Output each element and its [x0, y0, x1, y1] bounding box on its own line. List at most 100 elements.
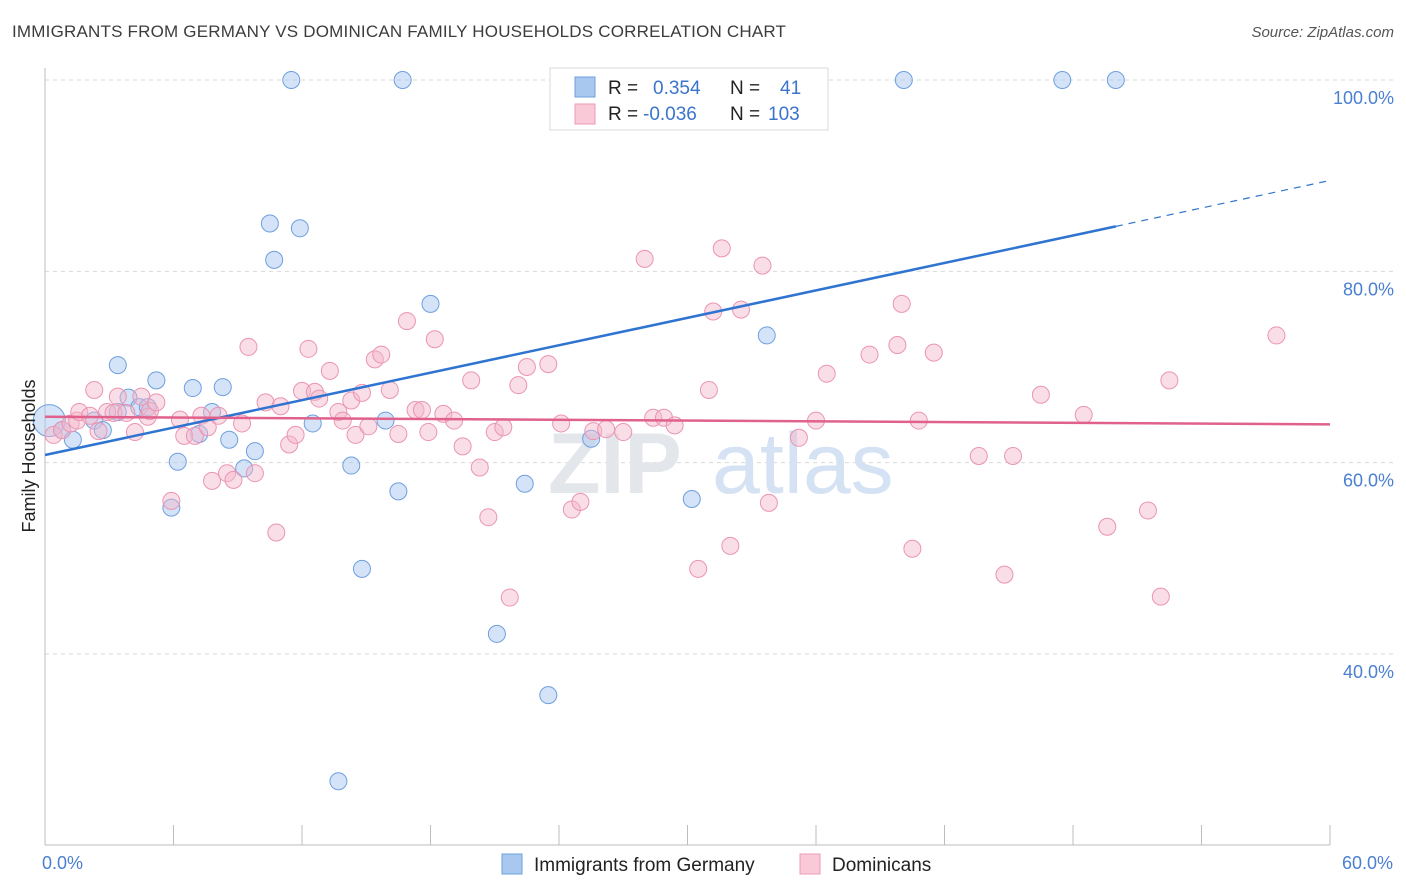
dominicans-point [175, 426, 194, 445]
dominicans-point [635, 249, 654, 268]
dominicans-point [517, 358, 536, 376]
germany-point [894, 71, 913, 89]
dominicans-point [860, 345, 879, 364]
dominicans-point [342, 391, 361, 410]
dominicans-point [789, 428, 808, 447]
dominicans-point [759, 493, 778, 512]
germany-point [168, 452, 187, 471]
dominicans-point [185, 426, 204, 445]
dominicans-point [924, 343, 943, 362]
dominicans-point [44, 425, 63, 444]
tick-labels: 40.0% 60.0% 80.0% 100.0% 0.0% 60.0% [42, 88, 1394, 873]
dominicans-point [462, 371, 481, 390]
dominicans-point [445, 411, 464, 430]
dominicans-point [245, 464, 264, 483]
x-tick-label: 0.0% [42, 853, 83, 873]
dominicans-point [1098, 517, 1117, 536]
dominicans-point [453, 437, 472, 456]
dominicans-point [614, 423, 633, 442]
dominicans-point [412, 401, 431, 420]
y-tick-label: 40.0% [1343, 662, 1394, 682]
dominicans-point [320, 361, 339, 380]
germany-point [213, 378, 232, 397]
dominicans-point [147, 393, 166, 412]
dominicans-point [419, 423, 438, 442]
dominicans-point [1138, 501, 1157, 520]
dominicans-point [892, 294, 911, 313]
bottom-legend-swatch-dominicans [799, 853, 821, 875]
y-tick-label: 100.0% [1333, 88, 1394, 108]
legend-swatch-germany [574, 76, 596, 98]
dominicans-point [372, 345, 391, 364]
legend-n-label-1: N = [730, 78, 760, 99]
trend-lines [44, 179, 1331, 457]
legend-swatch-dominicans [574, 103, 596, 125]
germany-point [265, 250, 284, 269]
germany-point [757, 326, 776, 345]
bottom-legend-dominicans: Dominicans [832, 855, 931, 876]
dominicans-point [969, 446, 988, 465]
dominicans-point [346, 425, 365, 444]
dominicans-point [995, 565, 1014, 584]
bottom-legend-swatch-germany [501, 853, 523, 875]
dominicans-point [888, 335, 907, 354]
germany-point [235, 459, 254, 478]
dominicans-point [732, 300, 751, 319]
germany-point [162, 498, 181, 517]
dominicans-point [85, 380, 104, 399]
germany-point [1053, 71, 1072, 89]
dominicans-point [359, 417, 378, 436]
germany-point [282, 71, 301, 89]
dominicans-point [909, 411, 928, 430]
germany-point [682, 490, 701, 509]
dominicans-point [117, 403, 136, 422]
dominicans-point [470, 458, 489, 477]
dominicans-point [397, 312, 416, 331]
dominicans-point [162, 491, 181, 510]
germany-point [389, 482, 408, 501]
dominicans-point [1267, 326, 1286, 345]
germany-point [245, 442, 264, 461]
dominicans-point [597, 420, 616, 439]
dominicans-point [903, 539, 922, 558]
dominicans-point [286, 425, 305, 444]
germany-point [183, 379, 202, 398]
germany-point [108, 356, 127, 375]
dominicans-point [699, 380, 718, 399]
germany-point [421, 294, 440, 313]
dominicans-point [1160, 371, 1179, 390]
dominicans-point [494, 418, 513, 437]
series-legend: Immigrants from Germany Dominicans [501, 853, 931, 876]
dominicans-point [1151, 587, 1170, 606]
dominicans-point [218, 464, 237, 483]
dominicans-point [539, 355, 558, 374]
dominicans-point [239, 337, 258, 356]
dominicans-point [644, 408, 663, 427]
x-tick-label: 60.0% [1342, 853, 1393, 873]
y-tick-label: 60.0% [1343, 471, 1394, 491]
legend-r-value-1: 0.354 [653, 78, 701, 99]
dominicans-point [817, 364, 836, 383]
series-germany-points [32, 71, 1125, 791]
dominicans-point [333, 411, 352, 430]
dominicans-point [425, 330, 444, 349]
dominicans-point [552, 414, 571, 433]
source-label: Source: ZipAtlas.com [1251, 24, 1394, 41]
series-dominicans-points [44, 239, 1286, 607]
legend-r-label-1: R = [608, 78, 638, 99]
germany-point [582, 429, 601, 448]
dominicans-point [299, 339, 318, 358]
bottom-legend-germany: Immigrants from Germany [534, 855, 755, 876]
germany-point [147, 371, 166, 390]
germany-point [260, 214, 279, 233]
germany-point [393, 71, 412, 89]
dominicans-point [753, 256, 772, 275]
legend-n-value-1: 41 [780, 78, 801, 99]
dominicans-trend-line [44, 415, 1331, 426]
dominicans-point [389, 424, 408, 443]
germany-point [1106, 71, 1125, 89]
germany-trend-extension [1115, 179, 1331, 227]
chart-title: IMMIGRANTS FROM GERMANY VS DOMINICAN FAM… [12, 22, 787, 41]
watermark-atlas: atlas [712, 416, 894, 512]
